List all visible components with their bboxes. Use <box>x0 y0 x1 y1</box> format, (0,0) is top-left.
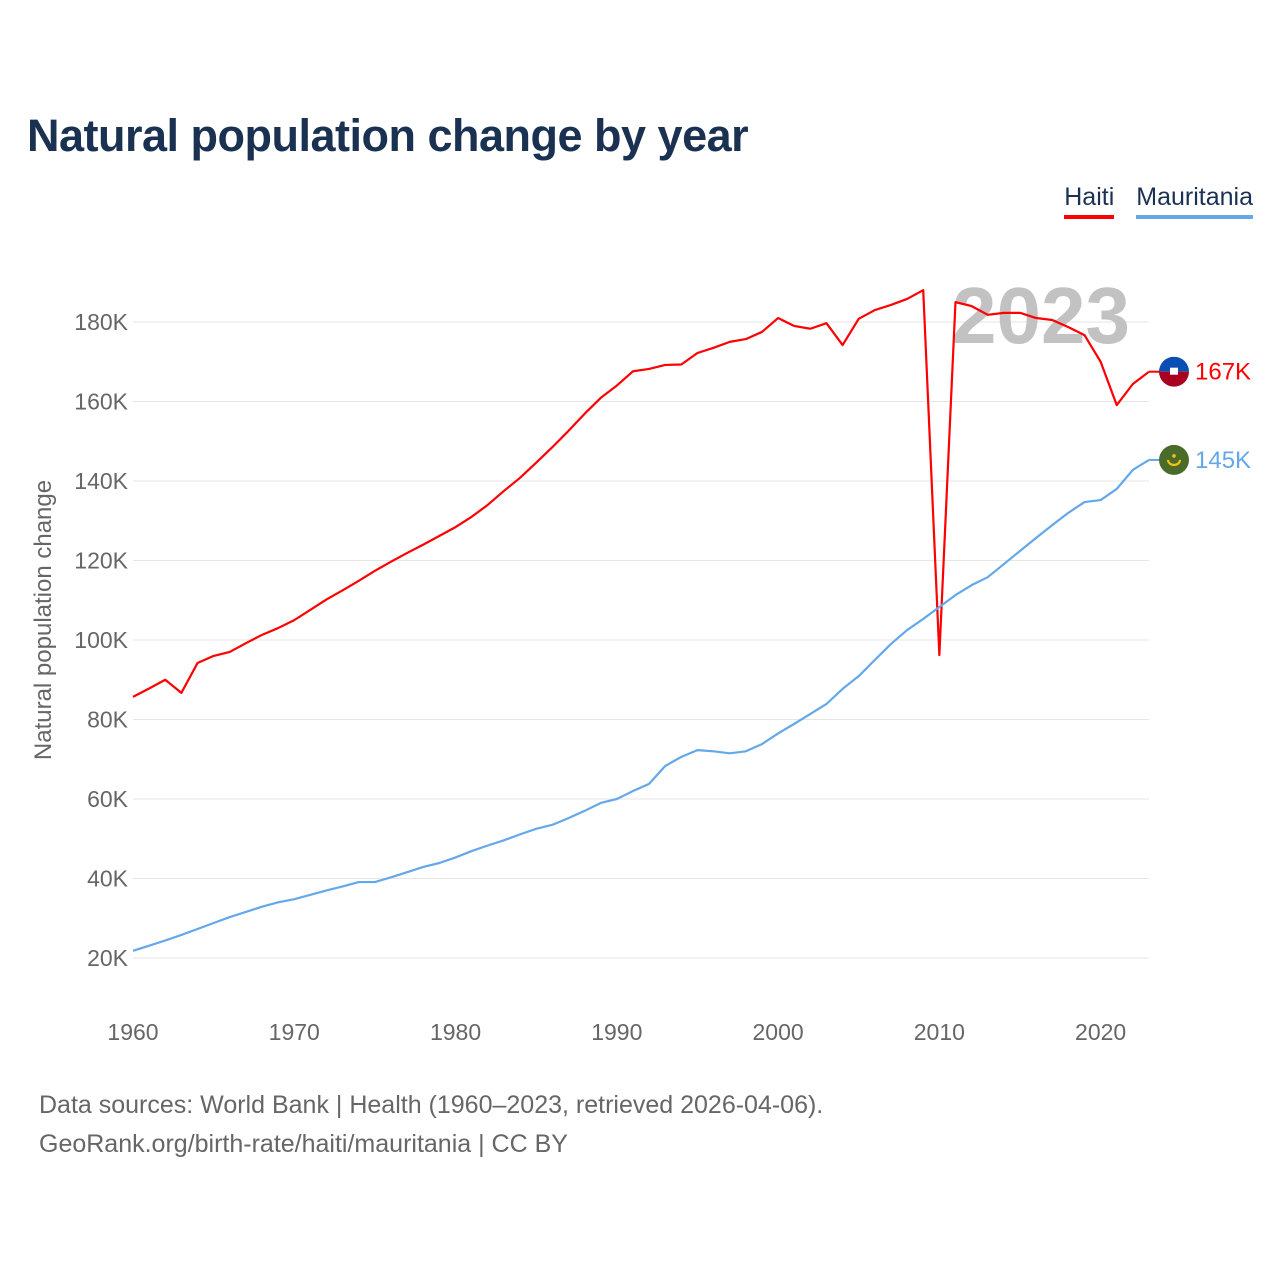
y-tick-label: 60K <box>87 786 129 812</box>
legend-item-haiti[interactable]: Haiti <box>1064 183 1115 219</box>
end-value-label: 167K <box>1195 359 1251 386</box>
y-tick-label: 140K <box>74 468 128 494</box>
flag-emblem <box>1170 367 1178 375</box>
x-tick-label: 1980 <box>430 1019 481 1045</box>
y-tick-label: 180K <box>74 309 128 335</box>
y-tick-label: 40K <box>87 866 129 892</box>
y-tick-label: 80K <box>87 707 129 733</box>
source-note: Data sources: World Bank | Health (1960–… <box>39 1086 823 1164</box>
x-tick-label: 2000 <box>752 1019 803 1045</box>
flag-green <box>1159 444 1189 475</box>
y-tick-label: 120K <box>74 548 128 574</box>
y-tick-label: 100K <box>74 627 128 653</box>
y-tick-label: 20K <box>87 945 129 971</box>
haiti-flag-icon <box>1159 356 1189 387</box>
end-value-label: 145K <box>1195 447 1251 474</box>
x-tick-label: 2020 <box>1075 1019 1126 1045</box>
series-line-haiti <box>132 289 1150 698</box>
series-line-mauritania <box>132 458 1150 952</box>
year-watermark: 2023 <box>952 271 1130 360</box>
flag-blue <box>1159 356 1189 372</box>
mauritania-flag-icon <box>1159 444 1189 475</box>
legend: Haiti Mauritania <box>1064 183 1253 219</box>
flag-star <box>1172 454 1176 458</box>
x-tick-label: 1970 <box>269 1019 320 1045</box>
y-axis-label: Natural population change <box>30 480 57 760</box>
flag-crescent <box>1166 459 1182 467</box>
x-tick-label: 1960 <box>107 1019 158 1045</box>
flag-red <box>1159 371 1189 387</box>
x-tick-label: 2010 <box>914 1019 965 1045</box>
source-link[interactable]: GeoRank.org/birth-rate/haiti/mauritania … <box>39 1130 568 1158</box>
chart-title: Natural population change by year <box>27 110 749 161</box>
y-tick-label: 160K <box>74 389 128 415</box>
source-line-1: Data sources: World Bank | Health (1960–… <box>39 1091 824 1119</box>
legend-item-mauritania[interactable]: Mauritania <box>1136 183 1253 219</box>
x-tick-label: 1990 <box>591 1019 642 1045</box>
